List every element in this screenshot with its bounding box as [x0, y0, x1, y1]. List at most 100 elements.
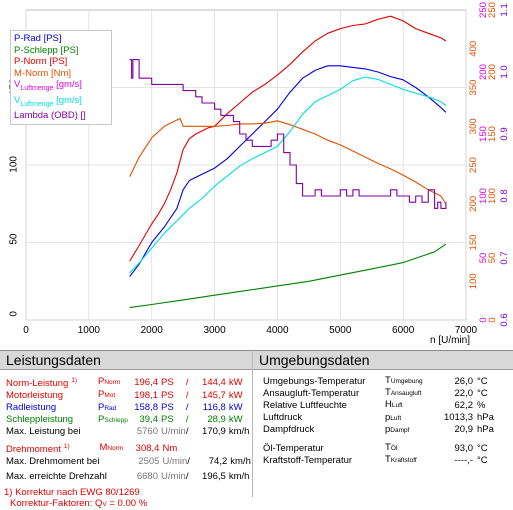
max-rpm-row: Max. erreichte Drehzahl 6680 U/min / 196…	[6, 471, 249, 482]
env-value: ----,-	[454, 454, 473, 466]
row-value-2: 144,4	[202, 376, 226, 388]
right-tick-label: 100	[468, 273, 479, 289]
footnote-marker: 1)	[63, 443, 70, 451]
row-unit-2: km/h	[228, 470, 250, 482]
series-line	[129, 59, 447, 209]
leistungsdaten-table: Norm-Leistung 1) PNorm 196,4 PS/144,4 kW Motor…	[6, 375, 249, 437]
row-value-2: 196,5	[202, 470, 226, 482]
y-tick-label: 100	[9, 156, 20, 173]
right-tick-label: 0.6	[499, 313, 510, 326]
right-tick-label: 0.8	[499, 189, 510, 202]
right-tick-label: 200	[478, 64, 489, 80]
legend-entry: P-Schlepp [PS]	[14, 44, 79, 56]
env-unit: °C	[477, 375, 488, 387]
row-symbol-sub: Mot	[104, 392, 116, 400]
right-tick-label: 1.0	[499, 65, 510, 78]
row-label: Radleistung	[6, 402, 57, 414]
x-tick-label: 4000	[266, 325, 289, 336]
env-unit: °C	[477, 454, 488, 466]
row-symbol: PNorm	[98, 376, 121, 388]
right-tick-label: 250	[478, 2, 489, 18]
row-value: 196,4	[134, 376, 158, 388]
right-tick-label: 400	[468, 41, 479, 57]
right-tick-label: 250	[487, 2, 498, 18]
umgebungsdaten-table: Umgebungs-Temperatur TUmgebung 26,0 °C Ansau…	[263, 375, 501, 436]
row-symbol-sub: Rad	[104, 404, 117, 412]
right-tick-label: 50	[487, 253, 498, 264]
x-tick-label: 0	[23, 325, 29, 336]
row-symbol	[98, 426, 128, 437]
row-value-2: 170,9	[202, 425, 226, 437]
row-value: 198,1	[134, 389, 158, 401]
env-symbol-sub: Luft	[390, 414, 402, 422]
legend-entry: VLuftmenge [gm/s]	[14, 94, 82, 108]
data-row: Max. Leistung bei 5760 U/min/ 170,9 km/h	[6, 426, 249, 437]
env-row: Relative Luftfeuchte HLuft 62,2%	[263, 399, 501, 411]
env-symbol-sub: Umgebung	[390, 378, 423, 385]
row-value: 5760	[136, 425, 158, 437]
row-unit: Nm	[162, 442, 178, 454]
right-tick-label: 100	[478, 188, 489, 204]
row-value-2	[197, 441, 227, 455]
env-symbol: pLuft	[385, 411, 402, 423]
data-row: Norm-Leistung 1) PNorm 196,4 PS / 144,4 kW	[6, 375, 249, 389]
right-tick-label: 350	[468, 80, 479, 96]
right-tick-label: 0.7	[499, 251, 510, 264]
env-label: Ansaugluft-Temperatur	[263, 387, 360, 399]
series-line	[129, 76, 447, 274]
row-value: 308,4	[135, 442, 160, 454]
y-tick-label: 0	[9, 311, 20, 317]
env-label: Luftdruck	[263, 412, 303, 424]
footnote-marker: 1)	[71, 377, 78, 384]
right-tick-label: 100	[487, 188, 498, 204]
x-tick-label: 2000	[141, 325, 164, 336]
row-symbol: MNorm	[99, 442, 124, 454]
env-unit: %	[477, 399, 486, 411]
data-row: Radleistung PRad 158,8 PS / 116,8 kW	[6, 402, 249, 414]
right-tick-label: 250	[468, 157, 479, 173]
row-unit-2	[227, 441, 251, 455]
row-label: Motorleistung	[6, 389, 64, 401]
env-unit: °C	[477, 387, 488, 399]
row-separator	[187, 441, 197, 455]
env-value: 62,2	[454, 399, 474, 411]
right-tick-label: 0.9	[499, 127, 510, 140]
env-symbol-sub: Ansaugluft	[390, 390, 422, 398]
env-value: 20,9	[454, 424, 474, 436]
x-tick-label: 1000	[78, 325, 101, 336]
env-row: Ansaugluft-Temperatur TAnsaugluft 22,0 °C	[263, 387, 501, 399]
env-value: 93,0	[454, 442, 474, 454]
chart-legend: P-Rad [PS] P-Schlepp [PS] P-Norm [PS] M-…	[10, 30, 112, 125]
env-label: Kraftstoff-Temperatur	[263, 454, 353, 466]
row-value: 2505	[138, 455, 160, 467]
max-rpm-table: Max. erreichte Drehzahl 6680 U/min / 196…	[6, 471, 249, 482]
legend-entry: M-Norm [Nm]	[14, 67, 71, 79]
x-tick-label: 5000	[329, 325, 352, 336]
row-symbol: PSchlepp	[98, 413, 128, 425]
row-symbol-sub: Norm	[107, 445, 124, 453]
row-label: Schleppleistung	[6, 414, 74, 426]
row-label: Max. Drehmoment bei	[6, 455, 100, 467]
legend-entry: P-Norm [PS]	[14, 56, 68, 68]
row-unit: PS	[161, 389, 174, 401]
y-tick-label: 50	[9, 233, 20, 245]
data-row: Schleppleistung PSchlepp 39,4 PS / 28,9 kW	[6, 414, 249, 426]
series-line	[129, 15, 447, 262]
right-tick-label: 200	[487, 64, 498, 80]
env-row: Umgebungs-Temperatur TUmgebung 26,0 °C	[263, 375, 501, 387]
row-unit-2: kW	[228, 414, 243, 426]
right-tick-label: 150	[478, 126, 489, 142]
row-unit-2: kW	[228, 376, 243, 388]
row-unit-2: km/h	[230, 455, 251, 467]
row-value-2: 74,2	[208, 455, 228, 467]
row-value-2: 116,8	[202, 402, 226, 414]
row-value-2: 28,9	[207, 414, 226, 426]
env-symbol-sub: Luft	[391, 402, 403, 410]
umgebungsdaten-panel: Umgebungsdaten Umgebungs-Temperatur TUmge…	[253, 350, 513, 497]
row-separator: /	[187, 455, 190, 467]
right-tick-label: 150	[487, 126, 498, 142]
row-unit-2: kW	[228, 389, 243, 401]
env-row: Dampfdruck pDampf 20,9 hPa	[263, 424, 501, 436]
row-label: Norm-Leistung 1)	[6, 377, 78, 390]
right-tick-label: 200	[468, 196, 479, 212]
